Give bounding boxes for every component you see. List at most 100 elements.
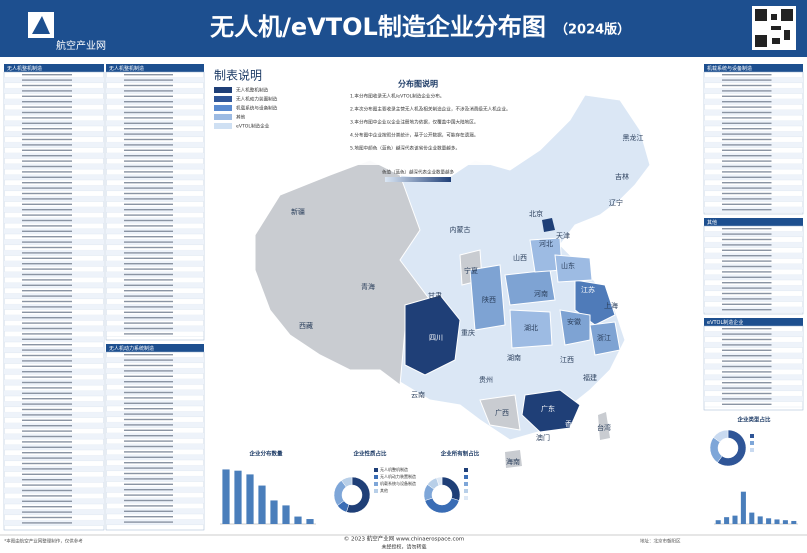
bar (791, 520, 797, 524)
row-text (22, 457, 72, 459)
row-text (22, 236, 72, 238)
row-text (124, 252, 173, 254)
row-text (124, 209, 173, 211)
row-text (22, 198, 72, 200)
row-text (22, 403, 72, 405)
row-text (722, 128, 772, 130)
row-text (722, 238, 772, 241)
row-text (22, 214, 72, 216)
row-text (722, 398, 772, 400)
row-text (124, 451, 173, 453)
row-text (22, 79, 72, 81)
logo-text: 航空产业网 (56, 39, 106, 52)
row-text (722, 84, 772, 87)
province-label: 湖南 (507, 353, 521, 362)
row-text (124, 203, 173, 205)
donut-slice (341, 476, 353, 488)
row-text (22, 511, 72, 513)
row-text (124, 246, 173, 249)
row-text (722, 287, 772, 289)
province-label: 新疆 (291, 207, 305, 216)
province-label: 上海 (604, 301, 618, 310)
row-text (722, 376, 772, 378)
row-text (124, 311, 173, 313)
row-text (22, 252, 72, 254)
row-text (722, 365, 772, 368)
row-text (22, 408, 72, 411)
legend-swatch (750, 434, 754, 438)
legend-swatch (374, 482, 378, 486)
legend-swatch (464, 489, 468, 493)
row-text (22, 306, 72, 308)
row-text (22, 484, 72, 486)
row-text (22, 500, 72, 502)
chart-title: 企业所有制占比 (440, 450, 480, 458)
province-label: 甘肃 (428, 291, 442, 300)
row-text (124, 435, 173, 437)
row-text (722, 338, 772, 341)
qr-code (752, 6, 796, 50)
row-text (722, 228, 772, 230)
bar (732, 515, 738, 524)
row-text (722, 255, 772, 257)
legend-swatch (374, 468, 378, 472)
row-text (22, 452, 72, 454)
row-text (22, 387, 72, 389)
legend-swatch (214, 87, 232, 93)
province-label: 台湾 (597, 423, 611, 432)
row-text (722, 382, 772, 384)
province-label: 宁夏 (464, 266, 478, 275)
province-label: 云南 (411, 390, 425, 399)
row-text (124, 273, 173, 276)
row-text (124, 333, 173, 335)
donut-slice (436, 476, 443, 486)
row-text (124, 322, 173, 324)
bar (715, 520, 721, 524)
row-text (22, 176, 72, 178)
row-text (124, 155, 173, 157)
row-text (22, 90, 72, 92)
row-text (22, 322, 72, 324)
row-text (22, 144, 72, 146)
province-label: 西藏 (299, 321, 313, 330)
row-text (22, 111, 72, 114)
province-label: 浙江 (597, 333, 611, 342)
row-text (722, 303, 772, 305)
row-text (124, 198, 173, 200)
legend-swatch (214, 123, 232, 129)
legend-swatch (464, 475, 468, 479)
province-label: 内蒙古 (450, 225, 471, 234)
row-text (722, 244, 772, 246)
bar (270, 500, 278, 524)
legend-label: 其他 (380, 487, 388, 493)
bar (766, 518, 772, 524)
row-text (124, 510, 173, 512)
province-label: 吉林 (615, 172, 629, 181)
row-text (722, 403, 772, 405)
row-text (22, 522, 72, 524)
row-text (722, 106, 772, 108)
row-text (722, 276, 772, 278)
row-text (22, 95, 72, 97)
row-text (124, 182, 173, 184)
row-text (124, 440, 173, 442)
row-text (22, 106, 72, 108)
row-text (22, 117, 72, 119)
row-text (22, 430, 72, 432)
row-text (124, 354, 173, 356)
row-text (22, 371, 72, 373)
row-text (22, 290, 72, 292)
note-line: 4.分布图中企业按照分类统计，基于公开数据，可能存在遗漏。 (350, 132, 478, 139)
province-label: 河南 (534, 289, 548, 298)
row-text (722, 74, 772, 76)
donut-slice (717, 429, 747, 467)
row-text (22, 149, 72, 151)
row-text (124, 375, 173, 377)
row-text (124, 300, 173, 303)
table-title: 其他 (707, 219, 717, 226)
table-title: eVTOL制造企业 (707, 319, 743, 326)
row-text (722, 260, 772, 262)
row-text (124, 106, 173, 108)
province-label: 广西 (495, 408, 509, 417)
